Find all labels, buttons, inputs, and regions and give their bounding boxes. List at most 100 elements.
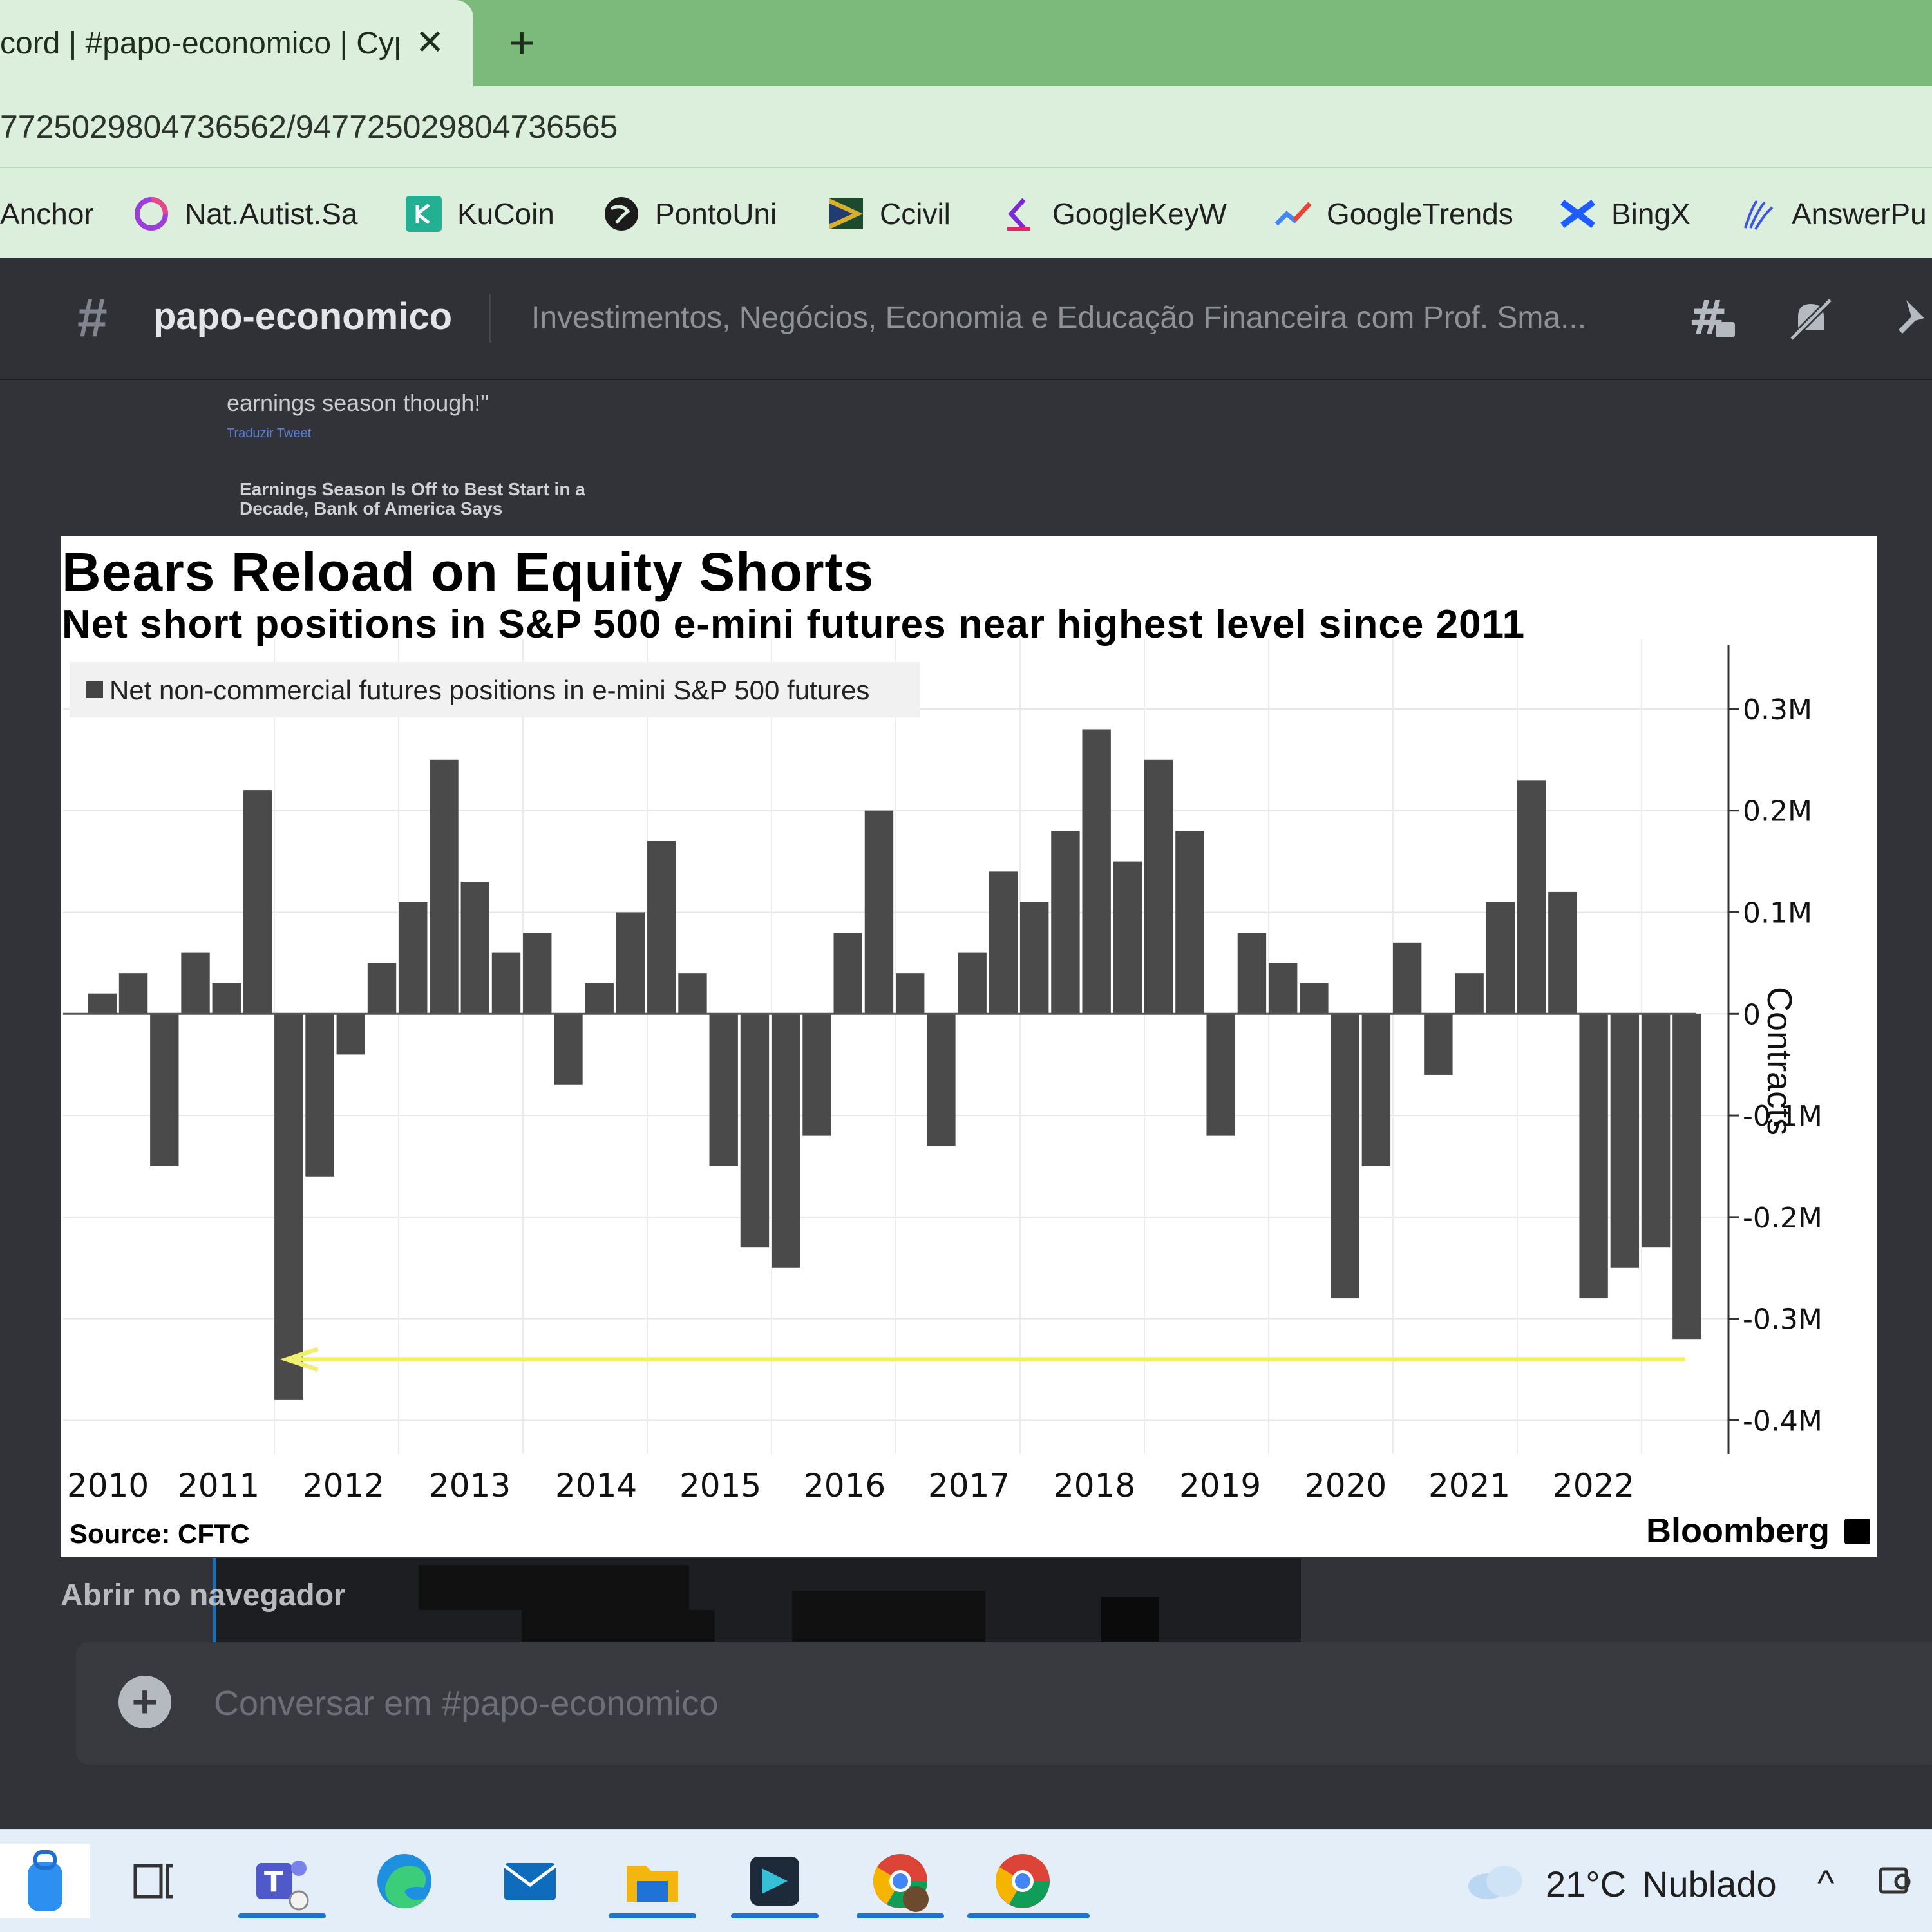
url-text[interactable]: 7725029804736562/947725029804736565 xyxy=(0,109,618,145)
y-tick-label: -0.4M xyxy=(1743,1405,1823,1437)
pin-icon[interactable] xyxy=(1887,294,1932,345)
bookmark-ccivil[interactable]: Ccivil xyxy=(827,191,951,236)
bar-mark xyxy=(1548,891,1577,1014)
bar-mark xyxy=(150,1014,179,1166)
chart-title: Bears Reload on Equity Shorts xyxy=(62,542,875,602)
bar-mark xyxy=(647,841,676,1014)
new-tab-button[interactable]: + xyxy=(509,17,535,68)
file-explorer-icon[interactable] xyxy=(609,1844,696,1918)
chrome-icon[interactable] xyxy=(967,1844,1090,1918)
answerpu-icon xyxy=(1739,194,1777,233)
bar-mark xyxy=(1610,1014,1640,1268)
y-tick-label: 0.1M xyxy=(1743,896,1812,929)
bar-mark xyxy=(1268,963,1298,1014)
bar-mark xyxy=(88,993,117,1014)
globe-icon xyxy=(602,194,641,233)
chrome-profile-icon[interactable] xyxy=(857,1844,944,1918)
bar-mark xyxy=(523,933,552,1014)
mute-bell-icon[interactable] xyxy=(1785,294,1837,345)
bar-mark xyxy=(1237,933,1267,1014)
bookmark-bingx[interactable]: BingX xyxy=(1558,191,1690,236)
bar-mark xyxy=(1206,1014,1235,1136)
threads-icon[interactable]: # xyxy=(1686,290,1738,345)
tray-device-icon[interactable] xyxy=(1868,1844,1926,1918)
ring-icon xyxy=(132,194,171,233)
address-bar[interactable]: 7725029804736562/947725029804736565 xyxy=(0,86,1932,167)
bookmarks-bar: Anchor Nat.Autist.Sa KuCoin PontoUni Cci… xyxy=(0,167,1932,258)
chart-axis: 0.3M 0.2M 0.1M 0 -0.1M -0.2M -0.3M -0.4M 2010 201… xyxy=(63,645,1823,1504)
channel-topic[interactable]: Investimentos, Negócios, Economia e Educ… xyxy=(531,301,1587,335)
bar-mark xyxy=(1144,759,1173,1014)
message-composer[interactable]: + Conversar em #papo-economico xyxy=(76,1642,1932,1765)
y-tick-label: 0 xyxy=(1743,998,1761,1031)
bookmark-kucoin[interactable]: KuCoin xyxy=(404,191,554,236)
mail-icon[interactable] xyxy=(493,1844,567,1918)
x-tick-label: 2013 xyxy=(429,1467,511,1504)
bar-mark xyxy=(1641,1014,1671,1248)
bookmark-googletrends[interactable]: GoogleTrends xyxy=(1274,191,1513,236)
weather-description[interactable]: Nublado xyxy=(1642,1864,1777,1904)
close-tab-icon[interactable]: ✕ xyxy=(415,23,445,62)
y-tick-label: 0.3M xyxy=(1743,694,1812,726)
bookmark-pontouni[interactable]: PontoUni xyxy=(602,191,777,236)
bookmark-googlekeyw[interactable]: GoogleKeyW xyxy=(999,191,1227,236)
bar-mark xyxy=(1051,831,1080,1014)
bar-mark xyxy=(1455,973,1484,1014)
task-view-icon[interactable] xyxy=(116,1844,191,1918)
bar-mark xyxy=(1082,729,1111,1014)
legend-label: Net non-commercial futures positions in … xyxy=(109,675,870,705)
x-tick-label: 2011 xyxy=(178,1467,260,1504)
browser-tab-strip: cord | #papo-economico | Cyp ✕ + xyxy=(0,0,1932,86)
add-attachment-button[interactable]: + xyxy=(118,1676,171,1728)
tab-title: cord | #papo-economico | Cyp xyxy=(0,26,399,61)
x-tick-label: 2017 xyxy=(928,1467,1010,1504)
y-tick-label: -0.3M xyxy=(1743,1303,1823,1336)
bar-mark xyxy=(678,973,707,1014)
x-tick-label: 2012 xyxy=(303,1467,384,1504)
bar-mark xyxy=(1517,780,1546,1014)
bar-mark xyxy=(709,1014,738,1166)
show-hidden-icons-chevron[interactable]: ^ xyxy=(1817,1862,1835,1903)
open-in-browser-link[interactable]: Abrir no navegador xyxy=(61,1578,346,1613)
x-tick-label: 2010 xyxy=(67,1467,149,1504)
message-input[interactable]: Conversar em #papo-economico xyxy=(214,1684,719,1723)
channel-hash-icon: # xyxy=(77,287,108,348)
svg-text:T: T xyxy=(264,1866,283,1899)
x-tick-label: 2014 xyxy=(555,1467,637,1504)
bar-mark xyxy=(336,1014,365,1055)
kucoin-icon xyxy=(404,194,443,233)
edge-icon[interactable] xyxy=(367,1844,442,1918)
bar-mark xyxy=(740,1014,770,1248)
bar-mark xyxy=(989,871,1018,1014)
weather-temperature[interactable]: 21°C xyxy=(1546,1864,1627,1904)
x-tick-label: 2022 xyxy=(1553,1467,1634,1504)
translate-tweet-link[interactable]: Traduzir Tweet xyxy=(227,426,312,440)
x-tick-label: 2015 xyxy=(679,1467,761,1504)
browser-tab-active[interactable]: cord | #papo-economico | Cyp ✕ xyxy=(0,0,473,86)
bar-mark xyxy=(460,882,489,1014)
editor-app-icon[interactable] xyxy=(731,1844,819,1918)
bar-mark xyxy=(430,759,459,1014)
bookmark-answerpu[interactable]: AnswerPu xyxy=(1739,191,1927,236)
bar-mark xyxy=(181,952,210,1014)
bar-mark xyxy=(1424,1014,1453,1075)
bar-mark xyxy=(118,973,148,1014)
bookmark-label: PontoUni xyxy=(655,197,777,231)
bar-mark xyxy=(772,1014,800,1268)
article-snippet: Earnings Season Is Off to Best Start in … xyxy=(240,479,585,518)
chart-bars xyxy=(88,729,1701,1400)
bar-mark xyxy=(1486,902,1515,1014)
bar-mark xyxy=(305,1014,334,1177)
bar-mark xyxy=(1019,902,1049,1014)
taskbar: T 21°C Nublado ^ xyxy=(0,1829,1932,1932)
bloomberg-logo: Bloomberg xyxy=(1646,1511,1830,1550)
annotation-arrow-head xyxy=(279,1347,319,1372)
cloud-icon[interactable] xyxy=(1462,1844,1533,1918)
backpack-app-icon[interactable] xyxy=(0,1844,90,1918)
bookmark-anchor[interactable]: Anchor xyxy=(0,191,94,236)
bookmark-nat-autist[interactable]: Nat.Autist.Sa xyxy=(132,191,357,236)
y-axis-title: Contracts xyxy=(1760,987,1799,1136)
bloomberg-icon xyxy=(1844,1519,1870,1544)
channel-header: # papo-economico Investimentos, Negócios… xyxy=(0,258,1932,380)
teams-icon[interactable]: T xyxy=(238,1844,326,1918)
